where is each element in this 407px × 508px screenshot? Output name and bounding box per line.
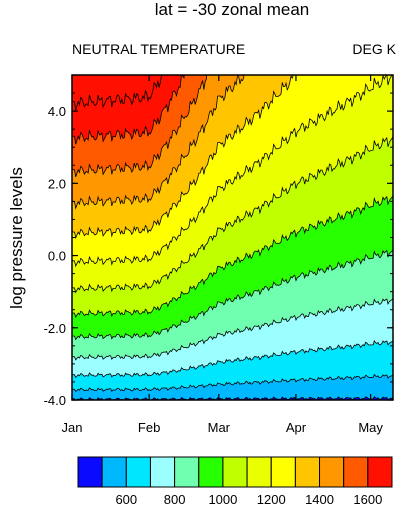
colorbar: 600 800 1000 1200 1400 1600 xyxy=(77,456,393,507)
y-tick-label: 2.0 xyxy=(48,176,66,191)
contour-fills xyxy=(72,75,393,400)
y-tick-label: 4.0 xyxy=(48,104,66,119)
colorbar-label: 800 xyxy=(164,492,186,507)
contour-line-1600 xyxy=(72,75,185,145)
colorbar-label: 1000 xyxy=(208,492,237,507)
contour-line-1100 xyxy=(72,136,393,294)
colorbar-label: 600 xyxy=(115,492,137,507)
contour-line-900 xyxy=(72,249,393,341)
y-tick-label: -4.0 xyxy=(44,393,66,408)
colorbar-swatch xyxy=(174,456,200,488)
contour-band-13 xyxy=(72,75,162,111)
colorbar-swatch xyxy=(343,456,369,488)
colorbar-label: 1600 xyxy=(353,492,382,507)
chart-title: lat = -30 zonal mean xyxy=(155,0,310,19)
colorbar-swatch xyxy=(222,456,248,488)
y-tick-label: -2.0 xyxy=(44,321,66,336)
y-axis: -4.0 -2.0 0.0 2.0 4.0 xyxy=(44,74,393,408)
contour-line-800 xyxy=(72,298,393,361)
colorbar-label: 1200 xyxy=(257,492,286,507)
x-tick-label: May xyxy=(358,420,383,435)
colorbar-swatch xyxy=(149,456,176,488)
y-axis-label: log pressure levels xyxy=(7,167,26,309)
colorbar-swatch xyxy=(367,456,393,488)
colorbar-swatch xyxy=(294,456,321,488)
colorbar-swatch xyxy=(125,456,151,488)
contour-line-1300 xyxy=(72,75,294,240)
x-tick-label: Apr xyxy=(286,420,307,435)
contour-line-1400 xyxy=(72,75,245,210)
colorbar-swatch xyxy=(246,456,272,488)
x-tick-label: Mar xyxy=(208,420,231,435)
colorbar-label: 1400 xyxy=(305,492,334,507)
contour-line-1500 xyxy=(72,75,208,178)
right-subtitle: DEG K xyxy=(352,41,396,57)
left-subtitle: NEUTRAL TEMPERATURE xyxy=(72,41,245,57)
contour-line-1200 xyxy=(72,75,393,268)
contour-line-600 xyxy=(72,373,393,393)
y-tick-label: 0.0 xyxy=(48,249,66,264)
colorbar-swatch xyxy=(319,456,345,488)
colorbar-swatch xyxy=(270,456,296,488)
colorbar-swatch xyxy=(101,456,127,488)
x-axis: Jan Feb Mar Apr May xyxy=(62,75,383,435)
contour-line-700 xyxy=(72,340,393,378)
x-tick-label: Feb xyxy=(138,420,160,435)
colorbar-swatch xyxy=(77,456,103,488)
contour-line-1000 xyxy=(72,195,393,318)
contour-line-1700 xyxy=(72,75,162,111)
x-tick-label: Jan xyxy=(62,420,83,435)
colorbar-swatch xyxy=(198,456,224,488)
